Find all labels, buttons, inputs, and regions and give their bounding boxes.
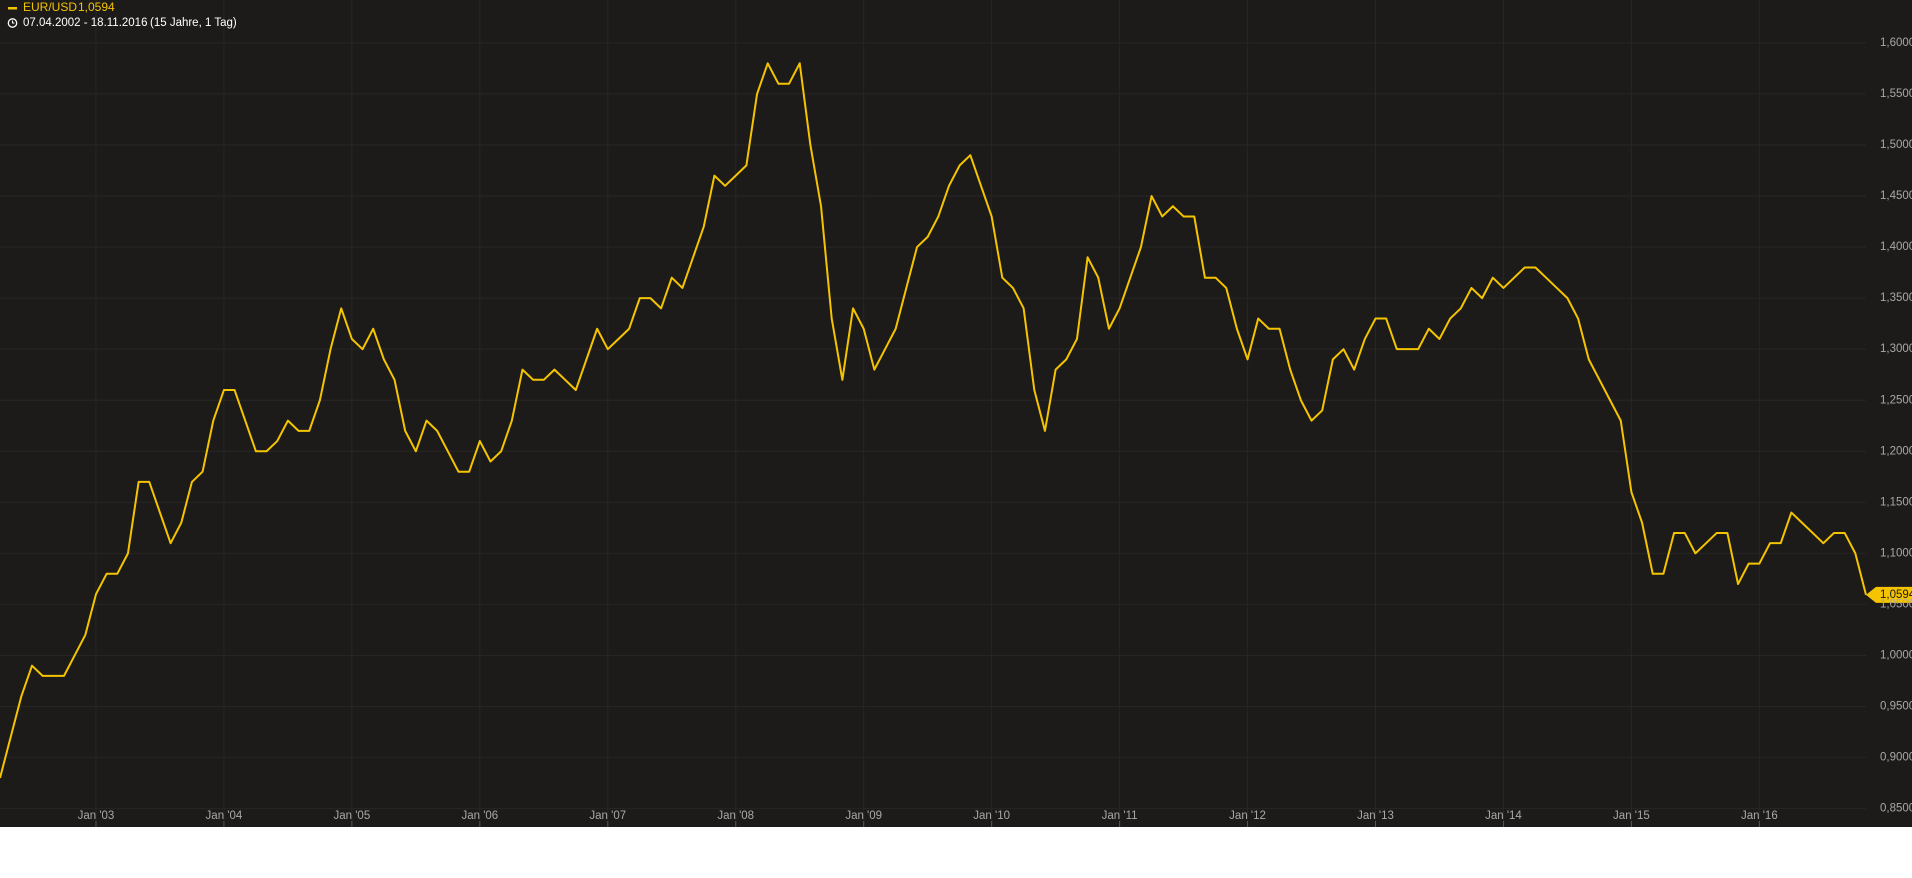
price-line [0, 62, 1867, 779]
y-tick-label: 1,5500 [1880, 88, 1912, 100]
y-tick-label: 1,3000 [1880, 343, 1912, 355]
labels: 0,8500 0,9000 0,9500 1,0000 1,0500 1,1000 1,15… [78, 37, 1912, 822]
x-tick-label: Jan '13 [1357, 810, 1394, 822]
x-tick-label: Jan '03 [78, 810, 115, 822]
y-tick-label: 1,5000 [1880, 139, 1912, 151]
y-tick-label: 1,1000 [1880, 547, 1912, 559]
x-tick-label: Jan '04 [206, 810, 243, 822]
y-tick-label: 0,9500 [1880, 701, 1912, 713]
x-tick-label: Jan '14 [1485, 810, 1522, 822]
y-tick-label: 1,6000 [1880, 37, 1912, 49]
x-tick-label: Jan '06 [461, 810, 498, 822]
y-tick-label: 1,4000 [1880, 241, 1912, 253]
last-price-label: 1,0594 [1880, 589, 1912, 601]
x-tick-label: Jan '10 [973, 810, 1010, 822]
x-tick-label: Jan '11 [1102, 810, 1138, 822]
x-tick-label: Jan '07 [589, 810, 626, 822]
x-tick-label: Jan '15 [1613, 810, 1650, 822]
y-tick-label: 0,9000 [1880, 752, 1912, 764]
y-tick-label: 1,3500 [1880, 292, 1912, 304]
x-tick-label: Jan '08 [717, 810, 754, 822]
x-tick-label: Jan '05 [334, 810, 371, 822]
x-tick-label: Jan '12 [1229, 810, 1266, 822]
plot-background [0, 0, 1912, 827]
y-tick-label: 1,4500 [1880, 190, 1912, 202]
y-tick-label: 1,2000 [1880, 445, 1912, 457]
x-tick-label: Jan '16 [1741, 810, 1778, 822]
grid [0, 0, 1866, 827]
header-span: (15 Jahre, 1 Tag) [150, 17, 237, 29]
clock-icon [7, 18, 18, 28]
last-price-marker [1866, 586, 1912, 603]
header-name: EUR/USD [23, 0, 77, 14]
marks [0, 62, 1912, 779]
clock-hand [11, 20, 15, 24]
y-tick-label: 1,0500 [1880, 598, 1912, 610]
header-range: 07.04.2002 - 18.11.2016 [23, 17, 147, 29]
x-tick-label: Jan '09 [845, 810, 882, 822]
legend-swatch [8, 7, 17, 10]
y-tick-label: 1,1500 [1880, 496, 1912, 508]
y-tick-label: 1,0000 [1880, 650, 1912, 662]
y-tick-label: 1,2500 [1880, 394, 1912, 406]
y-tick-label: 0,8500 [1880, 803, 1912, 815]
header-last: 1,0594 [78, 0, 115, 14]
